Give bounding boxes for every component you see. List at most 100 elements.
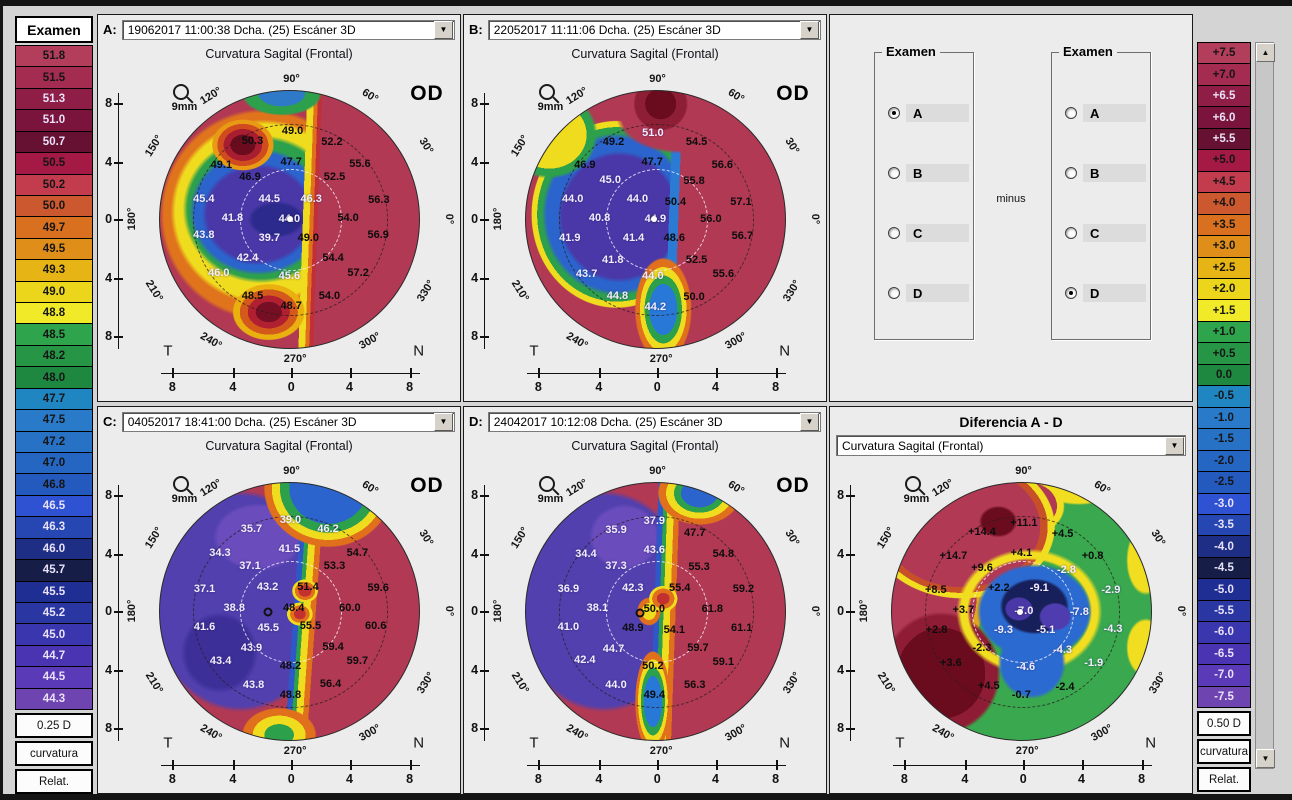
difference-title: Diferencia A - D (959, 414, 1063, 430)
difference-map-combobox[interactable]: Curvatura Sagital (Frontal) ▼ (836, 435, 1186, 456)
x-axis-tick (1141, 759, 1144, 770)
radio-option-left-b[interactable]: B (888, 163, 969, 183)
zone-circle-dashed (193, 123, 389, 316)
radio-label-right-b[interactable]: B (1083, 164, 1146, 182)
dropdown-arrow-icon[interactable]: ▼ (434, 20, 453, 39)
radio-label-left-c[interactable]: C (906, 224, 969, 242)
nasal-label: N (779, 342, 791, 360)
map-value-label: 52.5 (323, 171, 346, 184)
scale-row: 49.0 (16, 280, 92, 303)
y-axis-tick (479, 727, 489, 730)
map-value-label: 39.7 (258, 231, 281, 244)
scale-row: +5.5 (1198, 127, 1250, 150)
apex-marker (286, 216, 293, 223)
scale-scrollbar[interactable]: ▲ ▼ (1255, 42, 1275, 769)
angle-label: 60° (726, 478, 747, 498)
nasal-label: N (413, 734, 425, 752)
radio-label-left-b[interactable]: B (906, 164, 969, 182)
scale-row: -0.5 (1198, 385, 1250, 407)
scale-row: -5.5 (1198, 599, 1250, 622)
exam-d-map-title: Curvatura Sagital (Frontal) (571, 439, 719, 453)
radio-label-left-d[interactable]: D (906, 284, 969, 302)
scale-row: -5.0 (1198, 578, 1250, 600)
map-value-label: -9.3 (993, 623, 1013, 636)
x-axis-tick (538, 759, 541, 770)
exam-c-combobox[interactable]: 04052017 18:41:00 Dcha. (25) Escáner 3D … (121, 411, 455, 432)
map-value-label: 49.1 (210, 159, 233, 172)
scale-row: 47.7 (16, 387, 92, 410)
map-value-label: 59.7 (346, 654, 369, 667)
radio-left-a[interactable] (888, 107, 900, 119)
magnifier-icon (173, 84, 190, 101)
y-axis-label: 8 (471, 720, 479, 735)
x-axis-label: 8 (168, 380, 176, 395)
radio-option-right-d[interactable]: D (1065, 283, 1146, 303)
radio-option-left-a[interactable]: A (888, 103, 969, 123)
exam-a-combobox[interactable]: 19062017 11:00:38 Dcha. (25) Escáner 3D … (121, 19, 455, 40)
map-value-label: 47.7 (684, 527, 706, 540)
scale-row: -3.0 (1198, 492, 1250, 514)
map-value-label: 55.6 (349, 158, 371, 171)
map-value-label: 46.9 (574, 159, 596, 172)
radio-label-right-a[interactable]: A (1083, 104, 1146, 122)
scale-row: +3.0 (1198, 235, 1250, 257)
map-value-label: 48.6 (663, 232, 686, 245)
comparison-control-panel: Examen A B C D minus Examen A B C D (829, 14, 1193, 402)
scale-row: 45.7 (16, 559, 92, 581)
map-value-label: 54.1 (663, 623, 686, 636)
exam-d-combobox[interactable]: 24042017 10:12:08 Dcha. (25) Escáner 3D … (487, 411, 821, 432)
dropdown-arrow-icon[interactable]: ▼ (1165, 436, 1184, 455)
y-axis-label: 4 (471, 155, 479, 169)
scale-row: -7.5 (1198, 685, 1250, 708)
map-value-label: 44.0 (626, 193, 649, 206)
dropdown-arrow-icon[interactable]: ▼ (800, 412, 819, 431)
x-axis-label: 0 (653, 380, 661, 395)
angle-label: 150° (508, 133, 531, 160)
y-axis-tick (113, 162, 123, 164)
exam-b-combo-value: 22052017 11:11:06 Dcha. (25) Escáner 3D (493, 22, 721, 37)
map-value-label: 41.5 (278, 542, 301, 555)
map-value-label: +4.5 (977, 680, 1000, 693)
radio-label-left-a[interactable]: A (906, 104, 969, 122)
dropdown-arrow-icon[interactable]: ▼ (800, 20, 819, 39)
x-axis-tick (291, 367, 294, 378)
radio-option-left-c[interactable]: C (888, 223, 969, 243)
radio-option-right-a[interactable]: A (1065, 103, 1146, 123)
angle-label: 330° (780, 670, 803, 696)
angle-label: 210° (142, 670, 165, 696)
radio-label-right-c[interactable]: C (1083, 224, 1146, 242)
x-axis-label: 0 (653, 772, 661, 787)
map-value-label: 51.0 (642, 127, 664, 140)
scale-row: 47.2 (16, 430, 92, 453)
x-axis-tick (775, 759, 778, 770)
radio-option-right-b[interactable]: B (1065, 163, 1146, 183)
radio-left-d[interactable] (888, 287, 900, 299)
radio-right-d[interactable] (1065, 287, 1077, 299)
exam-b-combobox[interactable]: 22052017 11:11:06 Dcha. (25) Escáner 3D … (487, 19, 821, 40)
scale-row: 47.5 (16, 409, 92, 431)
scrollbar-up-button[interactable]: ▲ (1256, 43, 1275, 62)
radio-option-right-c[interactable]: C (1065, 223, 1146, 243)
radio-left-b[interactable] (888, 167, 900, 179)
map-value-label: 59.6 (367, 582, 389, 595)
map-value-label: 59.4 (322, 641, 344, 654)
map-value-label: 59.7 (687, 642, 709, 655)
magnifier-icon (173, 476, 190, 493)
map-value-label: 37.3 (605, 560, 627, 573)
radio-option-left-d[interactable]: D (888, 283, 969, 303)
map-value-label: 44.0 (605, 678, 627, 691)
x-axis (892, 764, 1153, 766)
scrollbar-down-button[interactable]: ▼ (1256, 749, 1275, 768)
radio-right-b[interactable] (1065, 167, 1077, 179)
zoom-diameter-label: 9mm (537, 101, 564, 114)
angle-label: 150° (508, 525, 531, 552)
dropdown-arrow-icon[interactable]: ▼ (434, 412, 453, 431)
radio-right-c[interactable] (1065, 227, 1077, 239)
map-value-label: 55.4 (669, 582, 691, 595)
map-value-label: 56.0 (700, 213, 722, 226)
radio-left-c[interactable] (888, 227, 900, 239)
map-value-label: 56.9 (367, 229, 389, 242)
radio-right-a[interactable] (1065, 107, 1077, 119)
zoom-diameter-label: 9mm (537, 493, 564, 506)
radio-label-right-d[interactable]: D (1083, 284, 1146, 302)
